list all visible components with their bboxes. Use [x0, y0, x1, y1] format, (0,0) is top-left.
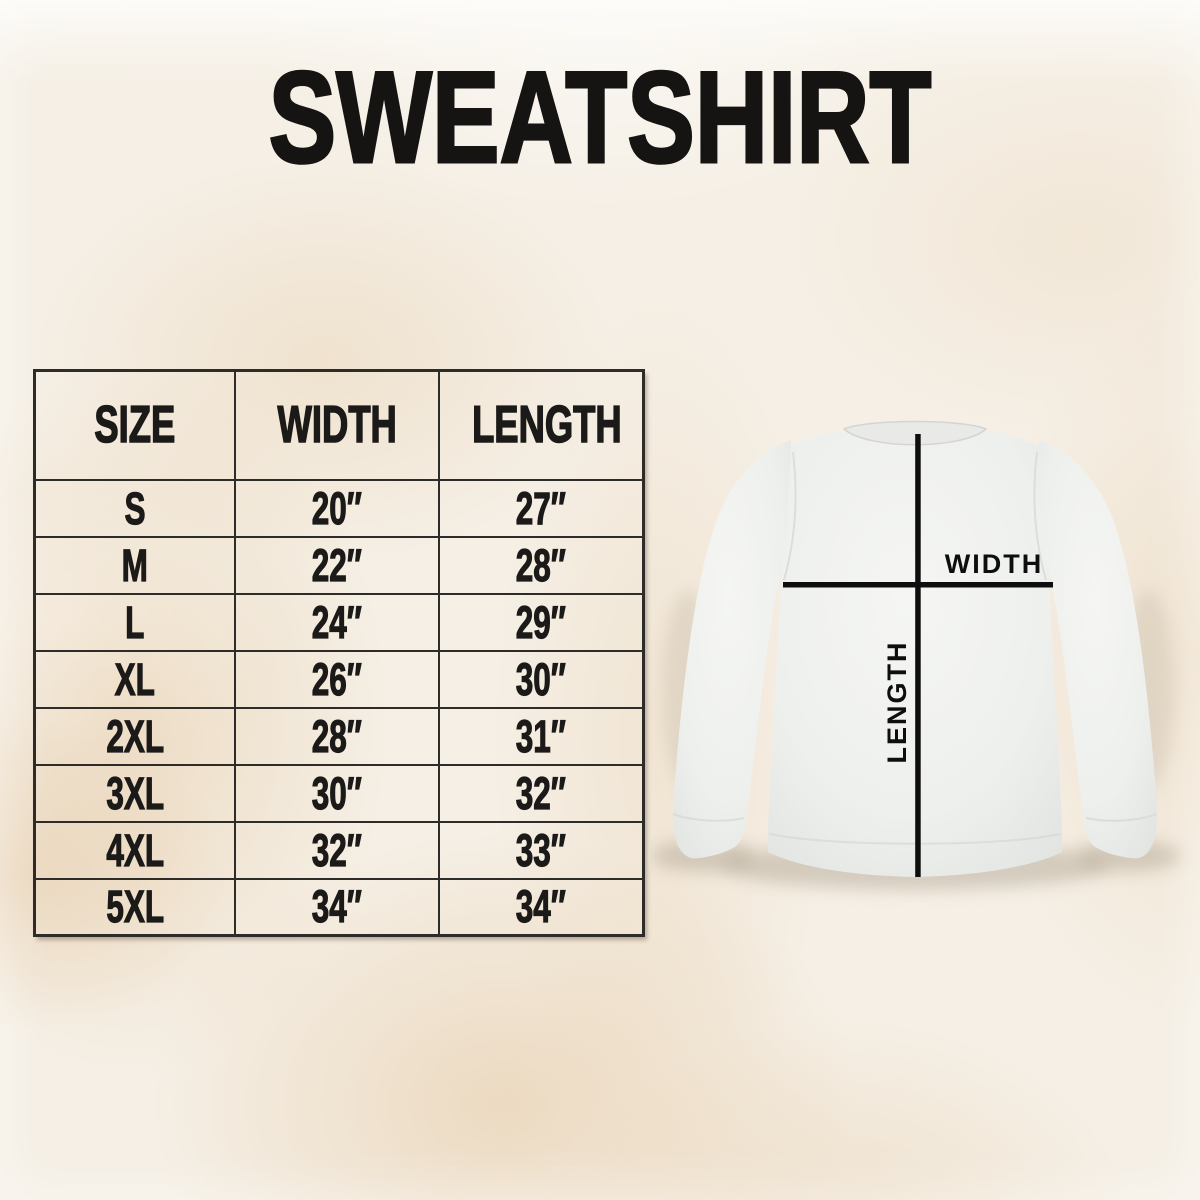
sweatshirt-sleeve-right: [1039, 440, 1157, 859]
width-cell: 34″: [234, 877, 440, 937]
column-header-label: WIDTH: [277, 396, 397, 455]
column-header-length: LENGTH: [437, 369, 645, 481]
column-header-width: WIDTH: [234, 369, 440, 481]
page-title: SWEATSHIRT: [267, 44, 932, 190]
table-row: 4XL 32″ 33″: [33, 820, 645, 880]
width-cell: 20″: [234, 478, 440, 538]
table-row: 5XL 34″ 34″: [33, 877, 645, 937]
width-cell: 24″: [234, 592, 440, 652]
table-row: M 22″ 28″: [33, 535, 645, 595]
column-header-size: SIZE: [33, 369, 237, 481]
width-cell: 22″: [234, 535, 440, 595]
table-row: 3XL 30″ 32″: [33, 763, 645, 823]
length-cell: 29″: [437, 592, 645, 652]
table-row: 2XL 28″ 31″: [33, 706, 645, 766]
table-row: S 20″ 27″: [33, 478, 645, 538]
length-cell: 30″: [437, 649, 645, 709]
column-header-label: SIZE: [94, 396, 176, 455]
length-cell: 34″: [437, 877, 645, 937]
size-cell: S: [33, 478, 237, 538]
width-cell: 30″: [234, 763, 440, 823]
table-header-row: SIZE WIDTH LENGTH: [33, 369, 645, 481]
length-cell: 28″: [437, 535, 645, 595]
table-row: XL 26″ 30″: [33, 649, 645, 709]
size-cell: 4XL: [33, 820, 237, 880]
length-cell: 33″: [437, 820, 645, 880]
width-measure-line: [783, 582, 1053, 588]
size-table: SIZE WIDTH LENGTH S 20″ 27″ M 22″ 28″ L …: [33, 369, 645, 937]
size-cell: 2XL: [33, 706, 237, 766]
size-cell: 3XL: [33, 763, 237, 823]
sweatshirt-sleeve-left: [673, 440, 791, 859]
length-cell: 27″: [437, 478, 645, 538]
sweatshirt-diagram: WIDTH LENGTH: [651, 420, 1180, 890]
table-row: L 24″ 29″: [33, 592, 645, 652]
sweatshirt-seams: [672, 451, 1158, 845]
sweatshirt-collar: [842, 420, 988, 446]
size-cell: M: [33, 535, 237, 595]
length-cell: 31″: [437, 706, 645, 766]
size-cell: L: [33, 592, 237, 652]
width-cell: 32″: [234, 820, 440, 880]
width-label: WIDTH: [945, 549, 1043, 579]
sweatshirt-body: [768, 430, 1062, 877]
length-measure-line: [915, 434, 921, 877]
width-cell: 26″: [234, 649, 440, 709]
length-label: LENGTH: [882, 641, 912, 764]
length-cell: 32″: [437, 763, 645, 823]
size-cell: XL: [33, 649, 237, 709]
width-cell: 28″: [234, 706, 440, 766]
column-header-label: LENGTH: [471, 396, 622, 455]
size-cell: 5XL: [33, 877, 237, 937]
